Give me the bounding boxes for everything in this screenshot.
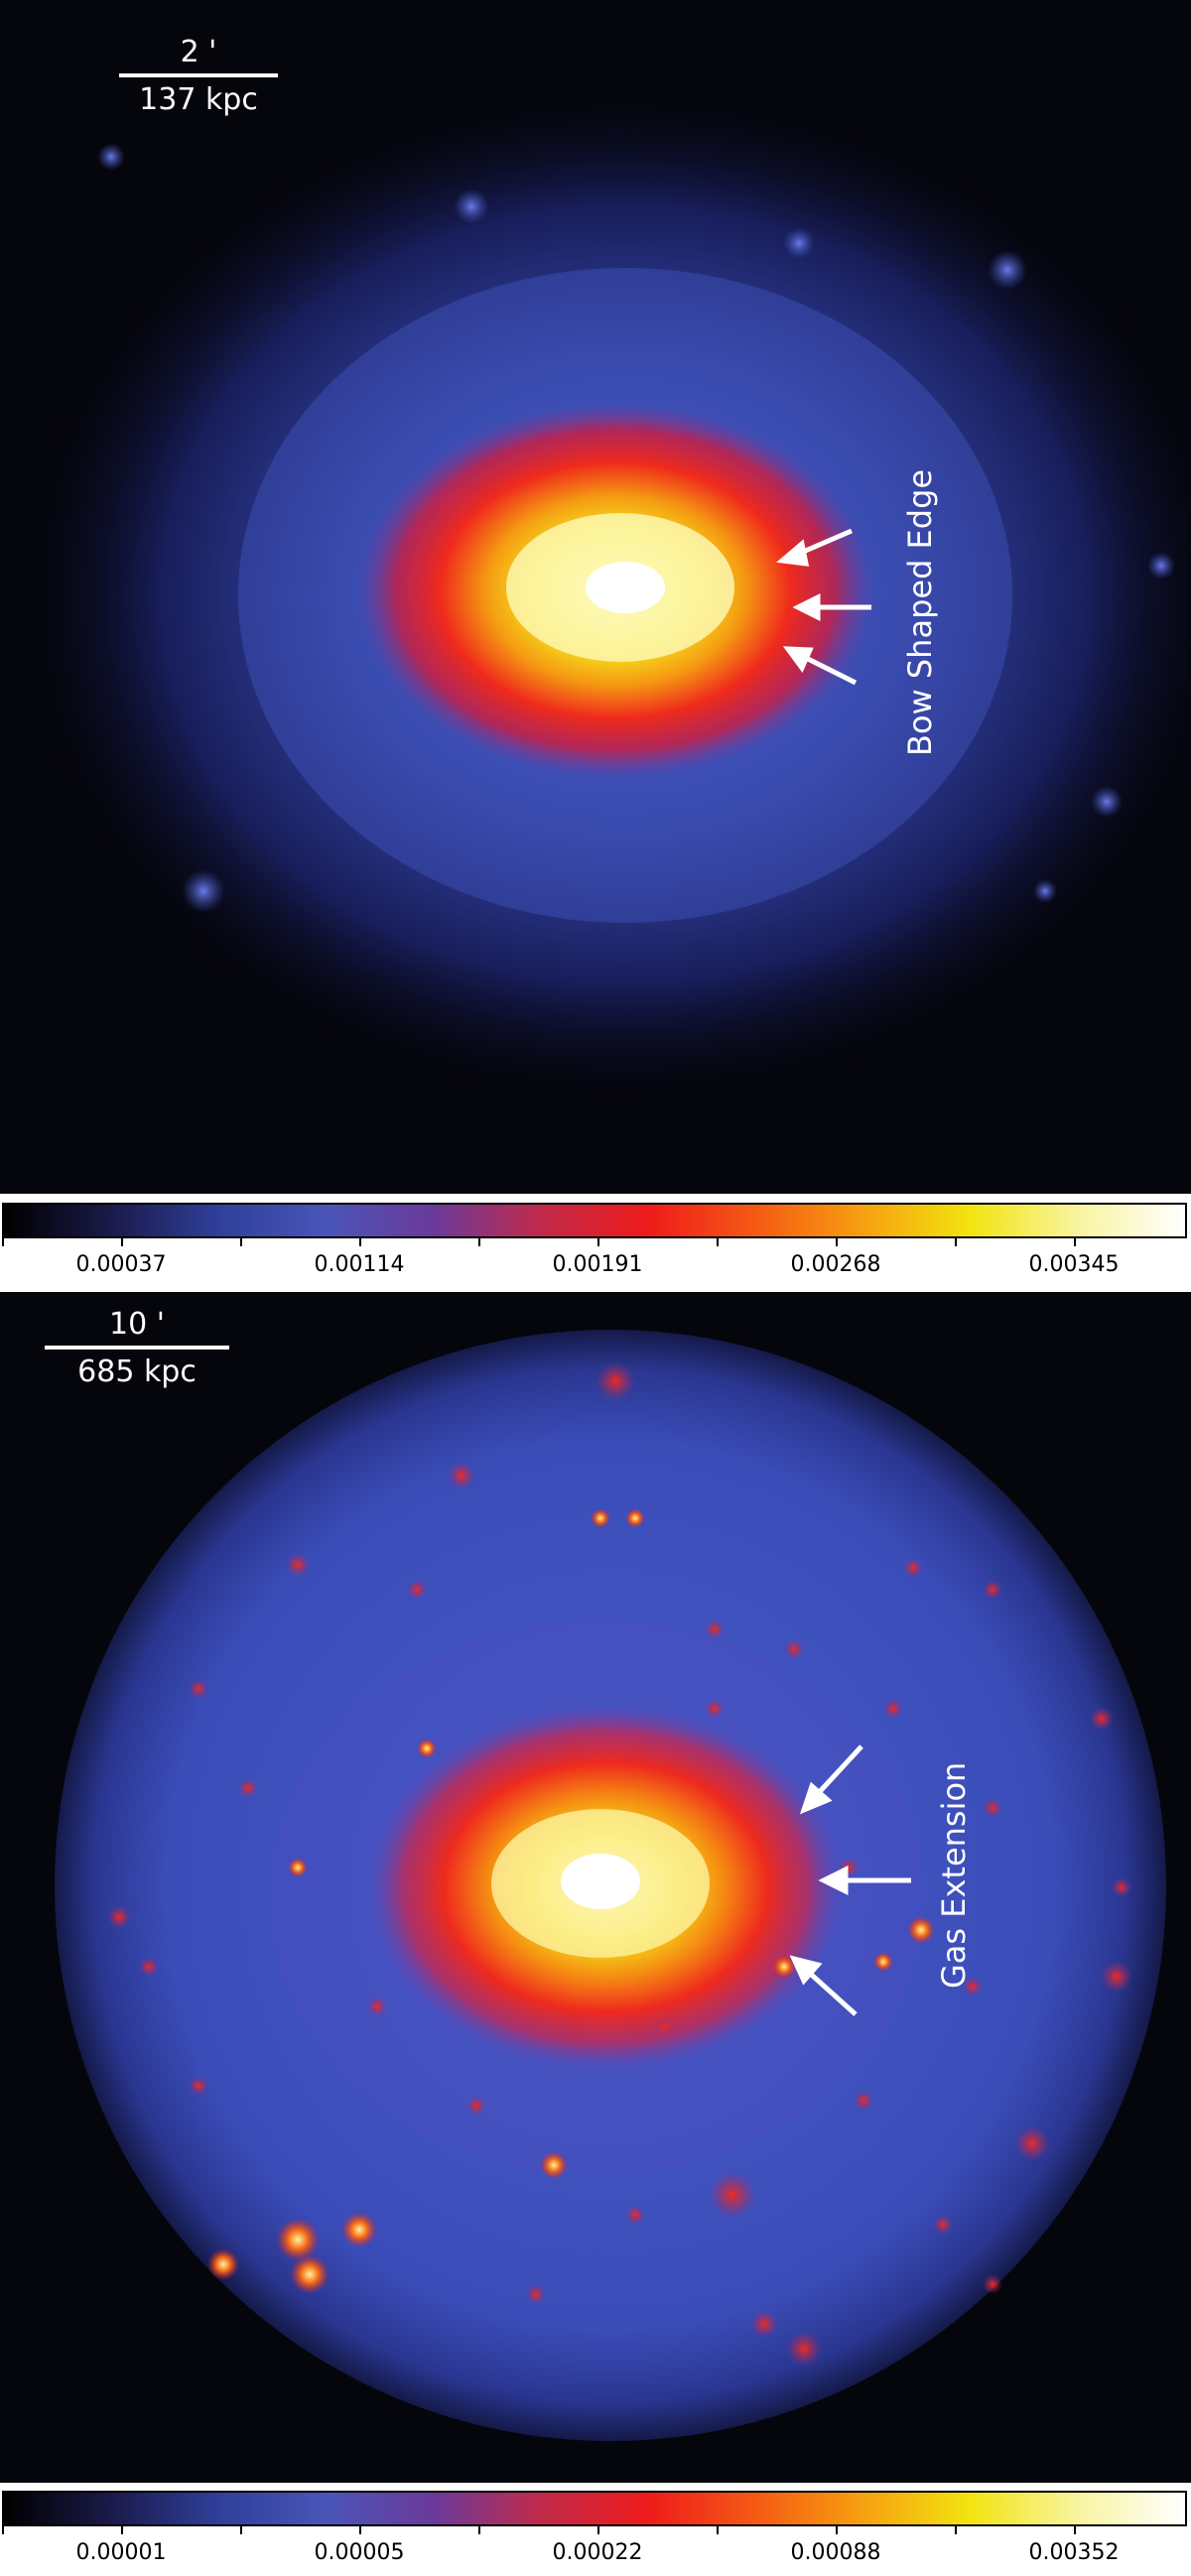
scale-bar-top: 2 ' 137 kpc	[119, 38, 278, 115]
tick-mark	[359, 1238, 361, 1246]
xray-image-bottom: 10 ' 685 kpc Gas Extension	[0, 1292, 1191, 2483]
scale-distance-top: 137 kpc	[139, 82, 258, 117]
tick-mark	[597, 2526, 599, 2534]
tick-mark	[121, 1238, 123, 1246]
tick-mark	[955, 2526, 957, 2534]
tick-mark	[717, 2526, 719, 2534]
xray-image-bottom-svg	[0, 1292, 1191, 2483]
scale-angle-bottom: 10 '	[109, 1307, 165, 1342]
colorbar-bottom	[2, 2491, 1187, 2526]
tick-label: 0.00268	[790, 1252, 881, 1277]
tick-label: 0.00088	[790, 2540, 881, 2565]
tick-label: 0.00037	[75, 1252, 167, 1277]
tick-mark	[1074, 2526, 1076, 2534]
tick-mark	[836, 1238, 838, 1246]
tick-mark	[478, 1238, 480, 1246]
arrows-bottom	[789, 1744, 911, 2016]
scale-line-bottom	[45, 1346, 229, 1350]
xray-image-top: 2 ' 137 kpc Bow Shaped Edge	[0, 0, 1191, 1194]
xray-image-top-svg	[0, 0, 1191, 1194]
tick-mark	[359, 2526, 361, 2534]
arrows-top	[776, 528, 871, 686]
annotation-top: Bow Shaped Edge	[901, 468, 939, 756]
scale-distance-bottom: 685 kpc	[77, 1354, 197, 1389]
scale-bar-bottom: 10 ' 685 kpc	[45, 1310, 229, 1387]
tick-mark	[955, 1238, 957, 1246]
tick-label: 0.00005	[314, 2540, 405, 2565]
tick-mark	[478, 2526, 480, 2534]
colorbar-top	[2, 1203, 1187, 1238]
tick-label: 0.00352	[1028, 2540, 1120, 2565]
tick-label: 0.00001	[75, 2540, 167, 2565]
tick-mark	[121, 2526, 123, 2534]
point-sources	[107, 1361, 1132, 2367]
scale-angle-top: 2 '	[180, 35, 217, 69]
scale-line-top	[119, 73, 278, 77]
tick-label: 0.00114	[314, 1252, 405, 1277]
tick-label: 0.00191	[552, 1252, 643, 1277]
tick-label: 0.00345	[1028, 1252, 1120, 1277]
tick-mark	[2, 1238, 4, 1246]
tick-mark	[836, 2526, 838, 2534]
colorbar-ticks-bottom: 0.00001 0.00005 0.00022 0.00088 0.00352	[2, 2526, 1187, 2572]
tick-mark	[240, 2526, 242, 2534]
tick-mark	[1074, 1238, 1076, 1246]
tick-mark	[2, 2526, 4, 2534]
annotation-bottom: Gas Extension	[935, 1761, 973, 1989]
colorbar-ticks-top: 0.00037 0.00114 0.00191 0.00268 0.00345	[2, 1238, 1187, 1284]
tick-mark	[717, 1238, 719, 1246]
tick-label: 0.00022	[552, 2540, 643, 2565]
tick-mark	[597, 1238, 599, 1246]
tick-mark	[240, 1238, 242, 1246]
